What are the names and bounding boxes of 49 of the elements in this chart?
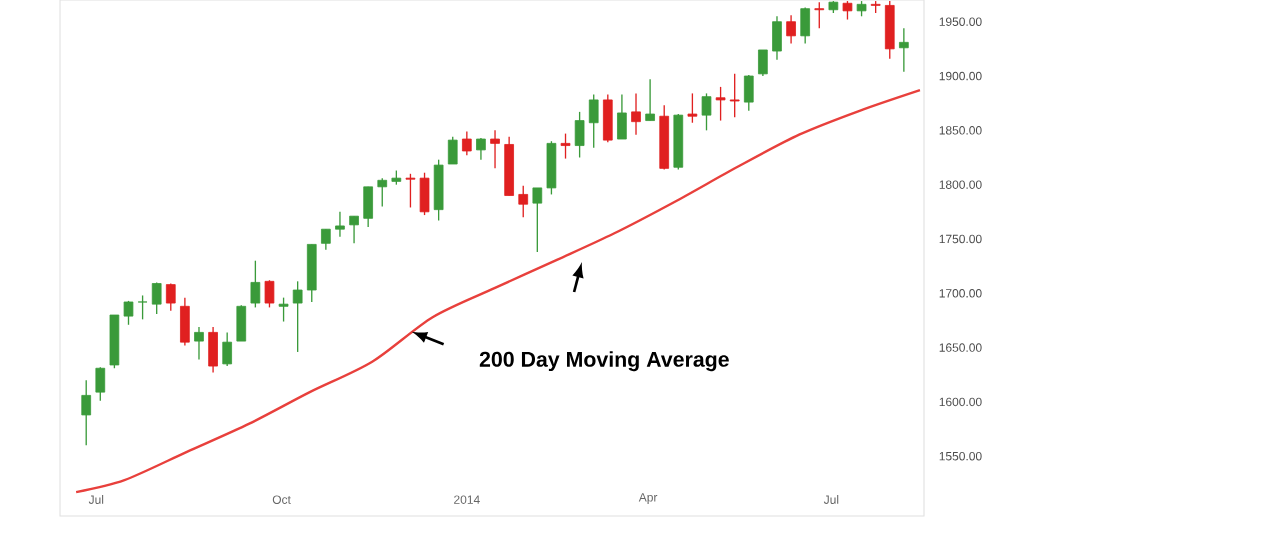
candlestick <box>264 279 275 309</box>
candlestick <box>363 186 373 228</box>
candlestick <box>758 49 768 77</box>
candlestick <box>884 0 895 60</box>
candlestick <box>165 282 176 312</box>
candlestick <box>95 366 106 402</box>
candlestick <box>631 92 641 136</box>
candlestick <box>349 215 359 244</box>
candlestick <box>81 379 92 447</box>
candlestick <box>236 304 247 342</box>
candlestick <box>222 331 233 367</box>
candlestick <box>250 260 261 309</box>
candlestick <box>151 281 162 315</box>
candlestick <box>729 73 740 118</box>
candlestick <box>194 326 204 361</box>
candlestick <box>560 132 571 160</box>
candlestick <box>602 93 613 143</box>
line-series <box>74 88 922 494</box>
candlestick <box>447 136 458 165</box>
candlestick <box>208 326 218 374</box>
candlestick <box>743 74 754 112</box>
candlestick <box>278 296 289 323</box>
candlestick <box>335 211 345 238</box>
candlestick <box>321 228 331 251</box>
candlestick <box>772 15 782 61</box>
candlestick <box>306 243 317 303</box>
candlestick <box>137 294 148 321</box>
candlestick <box>899 27 909 73</box>
annotation: 200 Day Moving Average <box>479 351 729 372</box>
candlestick <box>786 14 796 45</box>
candlestick <box>433 159 444 222</box>
candlestick <box>814 1 825 29</box>
candlestick <box>532 187 543 253</box>
candlestick <box>842 0 853 21</box>
candlestick <box>546 140 557 196</box>
candlestick <box>588 93 599 149</box>
candlestick <box>462 130 472 156</box>
candlestick <box>490 129 500 170</box>
candlestick <box>617 93 627 140</box>
candlestick <box>687 92 698 124</box>
candlestick <box>800 6 811 45</box>
candlestick <box>180 296 190 347</box>
candlestick <box>701 92 712 132</box>
candlestick <box>574 111 585 159</box>
candlestick <box>377 177 388 208</box>
candlestick <box>292 280 303 353</box>
candlestick <box>715 86 726 122</box>
candlestick <box>518 185 529 218</box>
candlestick <box>645 78 655 122</box>
